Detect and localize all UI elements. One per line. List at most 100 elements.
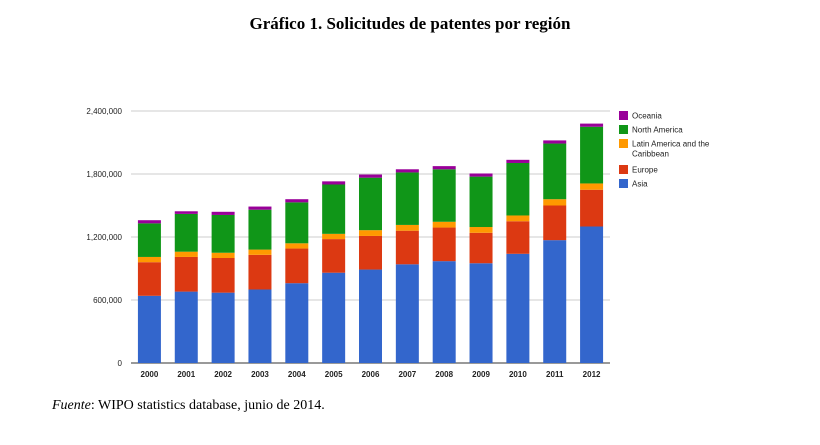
legend-label-line: Caribbean [632,150,669,159]
bar-segment-north-america [432,169,456,222]
bar-segment-north-america [543,143,567,200]
bar-segment-europe [248,254,272,290]
bar-segment-asia [506,253,530,363]
bar-segment-oceania [432,166,456,170]
bar-segment-latin-america-and-the-caribbean [211,252,235,258]
x-tick-label: 2000 [141,370,159,379]
y-axis-tick-labels: 0 600,000 1,200,000 1,800,000 2,400,000 [86,107,122,368]
bar-segment-north-america [248,209,272,250]
bar-segment-oceania [359,174,382,178]
y-tick-label: 1,800,000 [86,170,122,179]
x-tick-label: 2009 [472,370,490,379]
source-text: : WIPO statistics database, junio de 201… [90,398,325,413]
bar-segment-europe [506,221,530,254]
bar-segment-north-america [174,213,198,252]
x-tick-label: 2002 [214,370,232,379]
x-tick-label: 2011 [546,370,564,379]
bar-segment-north-america [395,172,419,225]
bar-segment-north-america [285,202,309,244]
bar-segment-latin-america-and-the-caribbean [285,243,309,249]
bar-segment-europe [137,262,161,296]
bar-segment-asia [359,269,382,363]
bar-segment-asia [580,226,604,363]
bar-segment-north-america [322,184,346,234]
bar-segment-latin-america-and-the-caribbean [543,199,567,206]
bars [137,123,604,363]
bar-segment-europe [285,248,309,284]
bar-segment-asia [174,291,198,363]
bar-segment-oceania [506,159,530,163]
bar-segment-europe [469,232,493,264]
bar-segment-asia [137,295,161,363]
legend-swatch [619,165,628,174]
bar-segment-north-america [211,214,235,253]
bar-segment-latin-america-and-the-caribbean [137,256,161,263]
bar-segment-latin-america-and-the-caribbean [395,224,419,231]
bar-segment-latin-america-and-the-caribbean [506,215,530,222]
x-tick-label: 2010 [509,370,527,379]
bar-segment-north-america [469,176,493,228]
bar-segment-oceania [469,173,493,177]
bar-segment-europe [432,227,456,262]
bar-segment-latin-america-and-the-caribbean [248,249,272,255]
legend-label: North America [632,126,683,135]
legend-label-line: Latin America and the [632,140,710,149]
bar-segment-asia [211,292,235,363]
source-note: Fuente: WIPO statistics database, junio … [52,398,325,414]
y-tick-label: 2,400,000 [86,107,122,116]
x-tick-label: 2005 [325,370,343,379]
bar-segment-europe [543,205,567,241]
bar-segment-north-america [580,126,604,184]
bar-segment-oceania [174,211,198,214]
bar-segment-north-america [506,162,530,216]
legend-swatch [619,139,628,148]
bar-segment-north-america [359,177,382,231]
bar-segment-europe [580,189,604,227]
bar-segment-asia [248,289,272,363]
bar-segment-europe [211,258,235,293]
bar-segment-europe [395,230,419,265]
legend-swatch [619,179,628,188]
bar-segment-oceania [395,169,419,173]
bar-segment-oceania [322,181,346,185]
bar-segment-north-america [137,223,161,257]
y-tick-label: 1,200,000 [86,233,122,242]
bar-segment-oceania [580,123,604,127]
bar-segment-europe [359,235,382,270]
legend-swatch [619,111,628,120]
x-tick-label: 2008 [435,370,453,379]
bar-segment-asia [543,240,567,363]
x-tick-label: 2007 [398,370,416,379]
bar-segment-oceania [543,140,567,144]
bar-segment-oceania [211,211,235,215]
bar-segment-latin-america-and-the-caribbean [359,230,382,236]
bar-segment-latin-america-and-the-caribbean [469,227,493,233]
bar-segment-latin-america-and-the-caribbean [580,183,604,190]
legend-label: Europe [632,166,658,175]
legend-label: Latin America and the Caribbean [632,140,710,159]
bar-segment-latin-america-and-the-caribbean [322,233,346,240]
bar-segment-asia [285,283,309,363]
y-tick-label: 600,000 [93,296,122,305]
bar-segment-oceania [137,220,161,224]
bar-segment-asia [469,263,493,363]
x-tick-label: 2001 [177,370,195,379]
bar-segment-asia [395,264,419,363]
y-tick-label: 0 [118,359,123,368]
x-axis-tick-labels: 2000 2001 2002 2003 2004 2005 2006 2007 2008 2009… [141,370,602,379]
chart-title: Gráfico 1. Solicitudes de patentes por r… [249,14,571,33]
bar-segment-latin-america-and-the-caribbean [174,251,198,257]
bar-segment-latin-america-and-the-caribbean [432,221,456,228]
bar-segment-asia [322,272,346,363]
legend: Oceania North America Latin America and th… [619,111,710,189]
legend-label: Oceania [632,112,662,121]
x-tick-label: 2012 [583,370,601,379]
bar-segment-europe [322,239,346,273]
x-tick-label: 2004 [288,370,306,379]
source-label: Fuente [52,398,91,413]
bar-segment-asia [432,261,456,363]
legend-swatch [619,125,628,134]
bar-segment-europe [174,256,198,292]
bar-segment-oceania [285,199,309,203]
